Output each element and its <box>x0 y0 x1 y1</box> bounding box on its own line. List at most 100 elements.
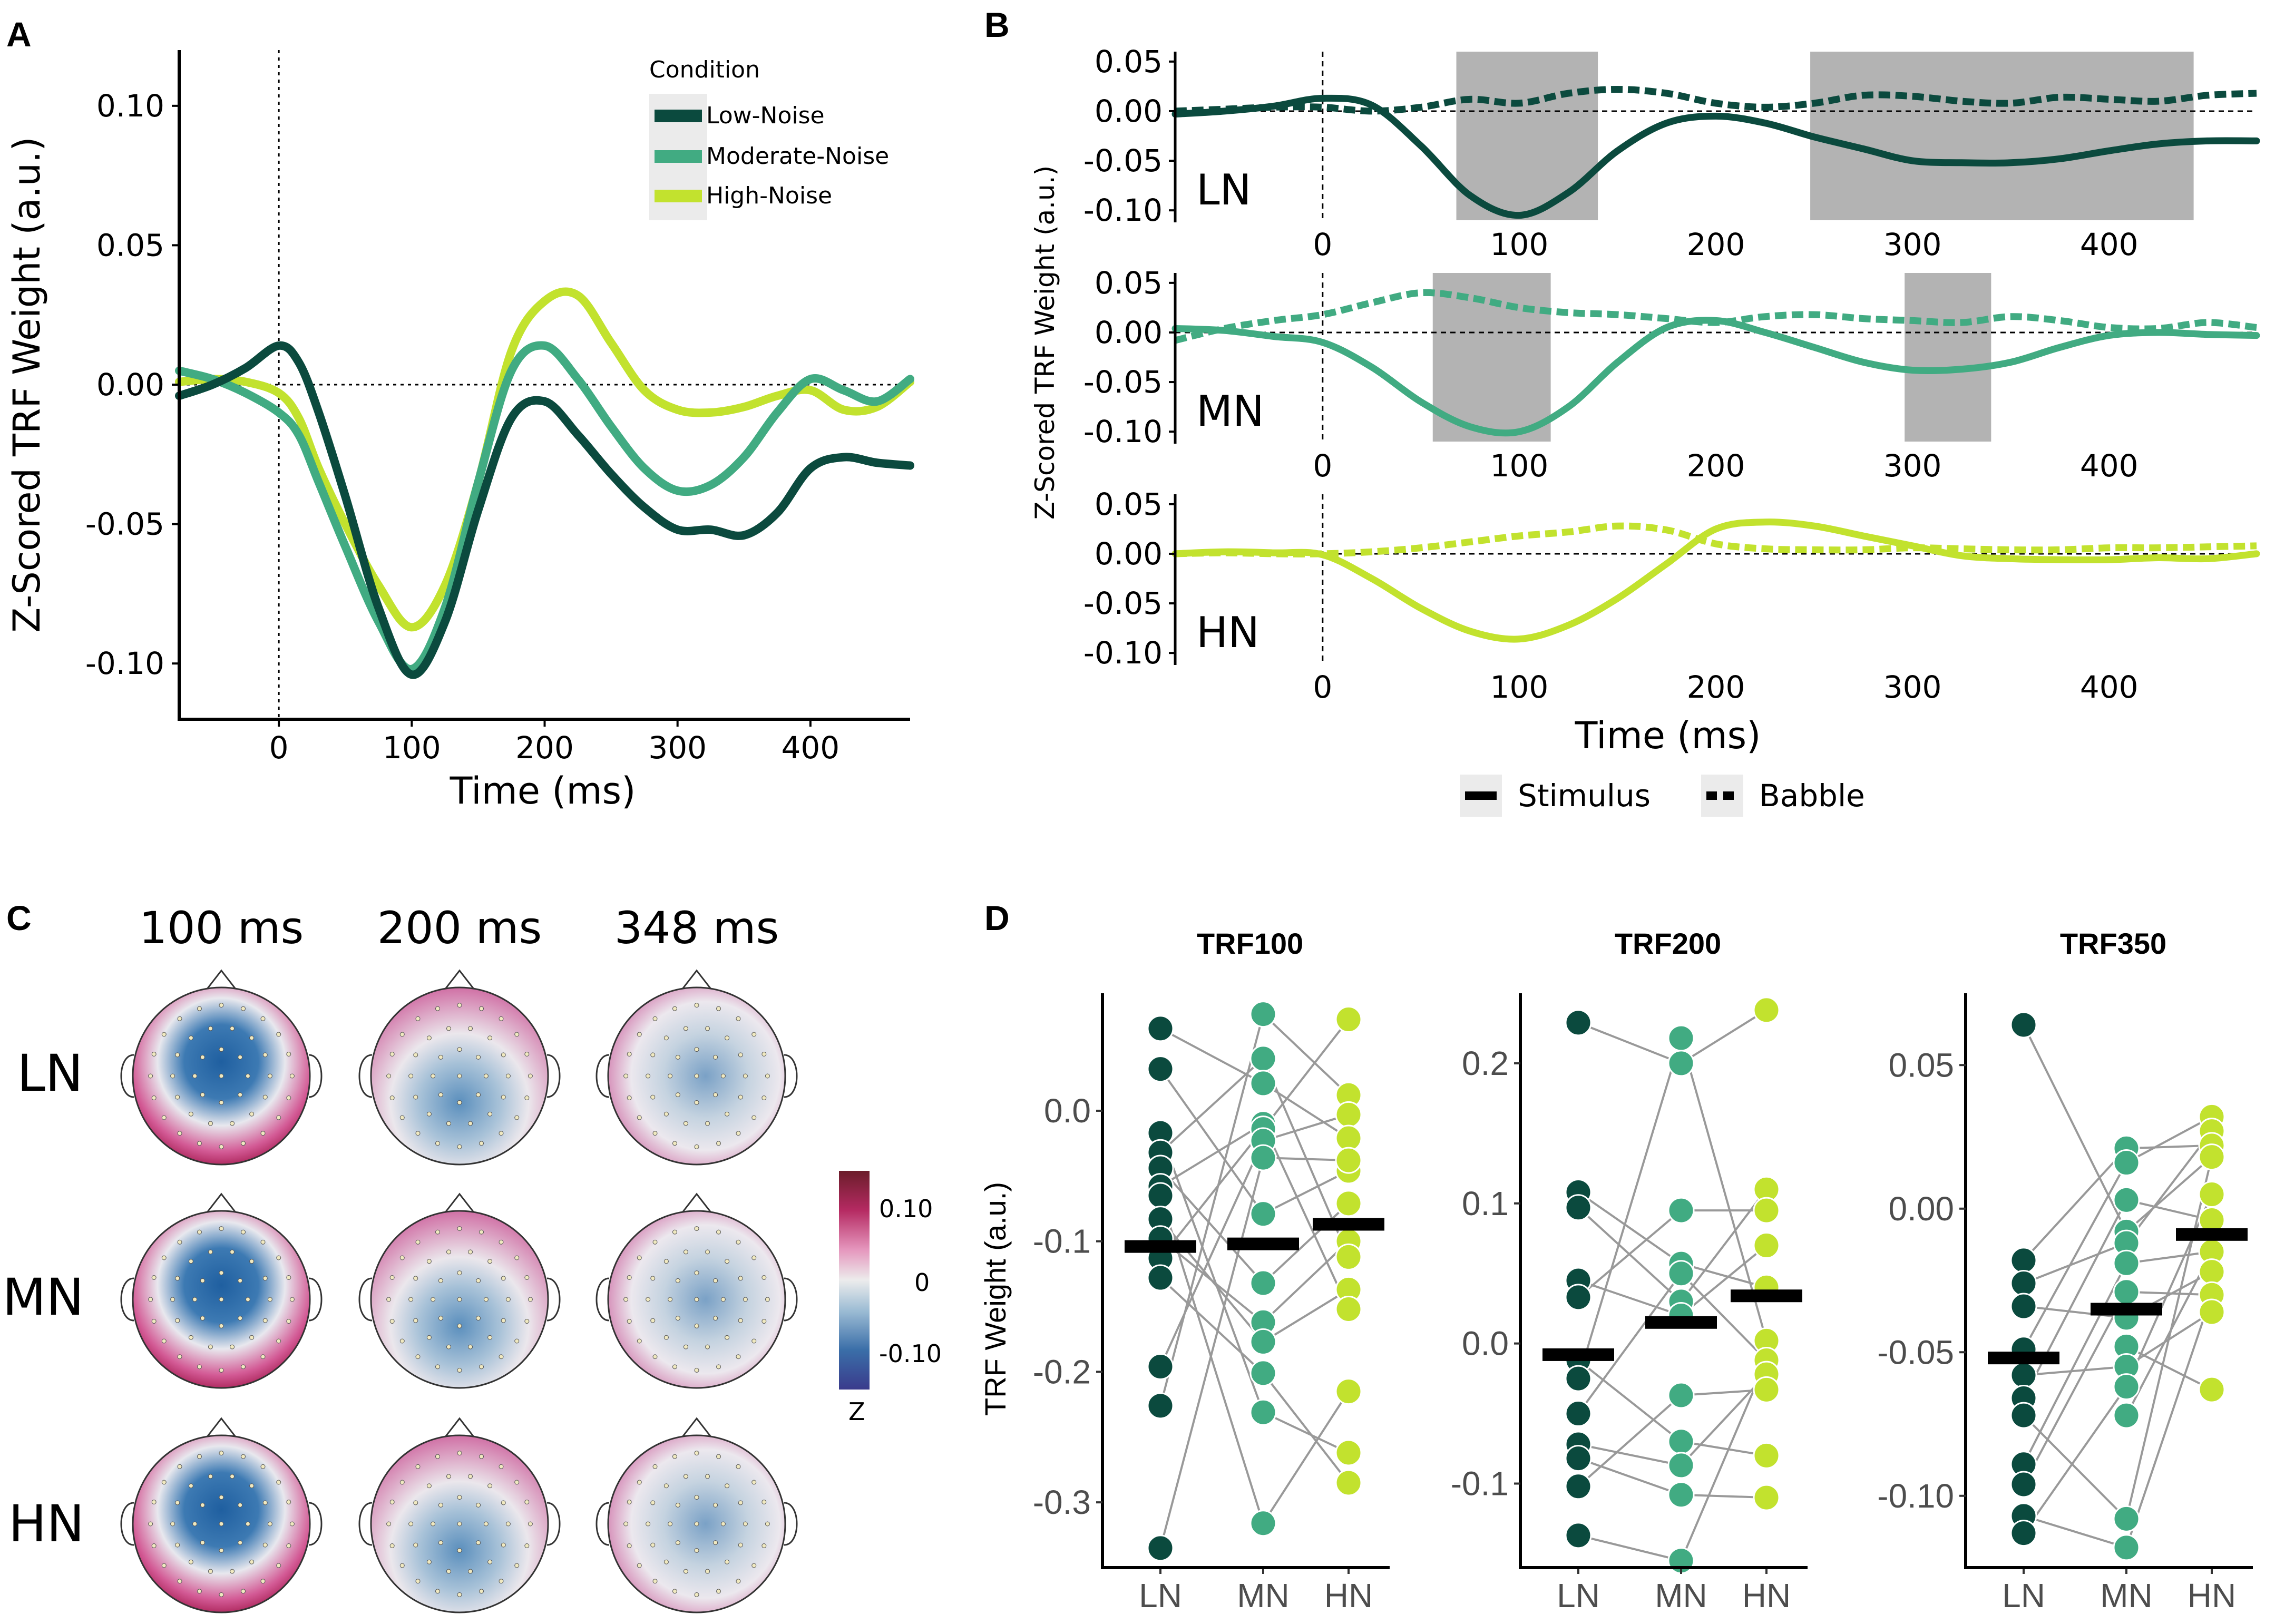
panel-b-facet-label: MN <box>1196 387 1264 436</box>
electrode <box>765 1297 770 1302</box>
paired-line <box>1159 1157 1264 1549</box>
data-point-ln <box>2010 1520 2037 1547</box>
significance-shading <box>1905 273 1991 442</box>
electrode <box>413 1542 418 1548</box>
electrode <box>276 1338 281 1344</box>
data-point-hn <box>2198 1181 2225 1208</box>
electrode <box>151 1051 157 1056</box>
electrode <box>761 1319 767 1324</box>
paired-line <box>2023 1514 2127 1549</box>
electrode <box>650 1094 656 1100</box>
topomap-hn-0 <box>120 1417 323 1613</box>
electrode <box>148 1297 153 1302</box>
electrode <box>188 1483 193 1489</box>
electrode <box>241 1589 246 1594</box>
paired-line <box>1680 1373 1768 1466</box>
panel-b-facet-ln: -0.10 -0.05 0.00 0.05 0 100 200 300 400 LN <box>1083 44 2260 262</box>
data-point-hn <box>2198 1143 2225 1171</box>
paired-line <box>2126 1144 2212 1150</box>
electrode <box>646 1297 651 1302</box>
electrode <box>663 1111 669 1117</box>
mean-bar-mn <box>2091 1303 2162 1316</box>
paired-line <box>2125 1157 2213 1519</box>
electrode <box>514 1032 520 1037</box>
electrode <box>524 1275 530 1280</box>
topo-row-label-ln: LN <box>17 1044 83 1103</box>
electrode <box>170 1297 175 1302</box>
electrode <box>415 1239 421 1245</box>
electrode <box>276 1255 281 1260</box>
paired-line <box>1577 1209 1682 1298</box>
electrode <box>188 1259 193 1264</box>
electrode <box>286 1051 291 1056</box>
data-point-hn <box>1335 1439 1362 1466</box>
electrode <box>200 1540 205 1545</box>
electrode <box>151 1095 157 1101</box>
electrode <box>675 1502 680 1508</box>
electrode <box>200 1054 205 1060</box>
electrode <box>435 1229 440 1235</box>
electrode <box>208 1569 213 1574</box>
data-point-ln <box>1147 1353 1174 1380</box>
electrode <box>683 1026 688 1031</box>
electrode <box>413 1318 418 1323</box>
electrode <box>476 1278 481 1283</box>
electrode <box>219 1592 224 1597</box>
head-nose <box>681 1417 712 1438</box>
electrode <box>446 1249 451 1255</box>
electrode <box>627 1095 632 1101</box>
electrode <box>713 1054 718 1060</box>
electrode <box>751 1480 757 1485</box>
electrode <box>736 1131 741 1136</box>
panel-b-x-tick-label: 300 <box>1883 669 1942 705</box>
electrode <box>192 1297 198 1302</box>
paired-line <box>2023 1305 2127 1319</box>
data-point-mn <box>2113 1373 2140 1401</box>
electrode <box>151 1275 157 1280</box>
colorbar-tick-low: -0.10 <box>879 1339 942 1368</box>
electrode <box>646 1521 651 1527</box>
electrode <box>501 1094 506 1100</box>
topomap-hn-2 <box>595 1417 798 1613</box>
data-point-hn <box>1335 1243 1362 1270</box>
electrode <box>151 1319 157 1324</box>
head-nose <box>206 1417 237 1438</box>
x-category-label: HN <box>1324 1577 1373 1615</box>
electrode <box>646 1073 651 1079</box>
electrode <box>188 1035 193 1041</box>
paired-line <box>1263 1170 1349 1215</box>
electrode <box>200 1092 205 1098</box>
head-left-ear <box>358 1502 373 1546</box>
electrode <box>736 1464 741 1469</box>
paired-line <box>2023 1365 2127 1376</box>
data-point-ln <box>2010 1247 2037 1274</box>
electrode <box>761 1275 767 1280</box>
electrode <box>623 1073 629 1079</box>
electrode <box>192 1521 198 1527</box>
panel-a-y-tick-label: -0.10 <box>85 645 164 681</box>
electrode <box>286 1543 291 1549</box>
paired-line <box>2023 1291 2127 1485</box>
electrode <box>672 1589 677 1594</box>
electrode <box>431 1297 436 1302</box>
electrode <box>431 1073 436 1079</box>
electrode <box>446 1569 451 1574</box>
head-left-ear <box>595 1502 610 1546</box>
electrode <box>438 1502 443 1508</box>
electrode <box>761 1051 767 1056</box>
electrode <box>161 1480 167 1485</box>
data-point-hn <box>1335 1101 1362 1128</box>
electrode <box>720 1521 726 1527</box>
electrode <box>650 1318 656 1323</box>
legend-title: Condition <box>649 56 760 83</box>
data-point-hn <box>2198 1258 2225 1286</box>
electrode <box>457 1100 462 1105</box>
panel-b-x-tick-label: 300 <box>1883 227 1942 262</box>
legend-label-moderate-noise: Moderate-Noise <box>706 143 889 170</box>
electrode <box>501 1500 506 1505</box>
paired-line <box>1262 1240 1350 1323</box>
electrode <box>415 1131 421 1136</box>
electrode <box>245 1297 250 1302</box>
electrode <box>713 1092 718 1098</box>
electrode <box>705 1249 710 1255</box>
